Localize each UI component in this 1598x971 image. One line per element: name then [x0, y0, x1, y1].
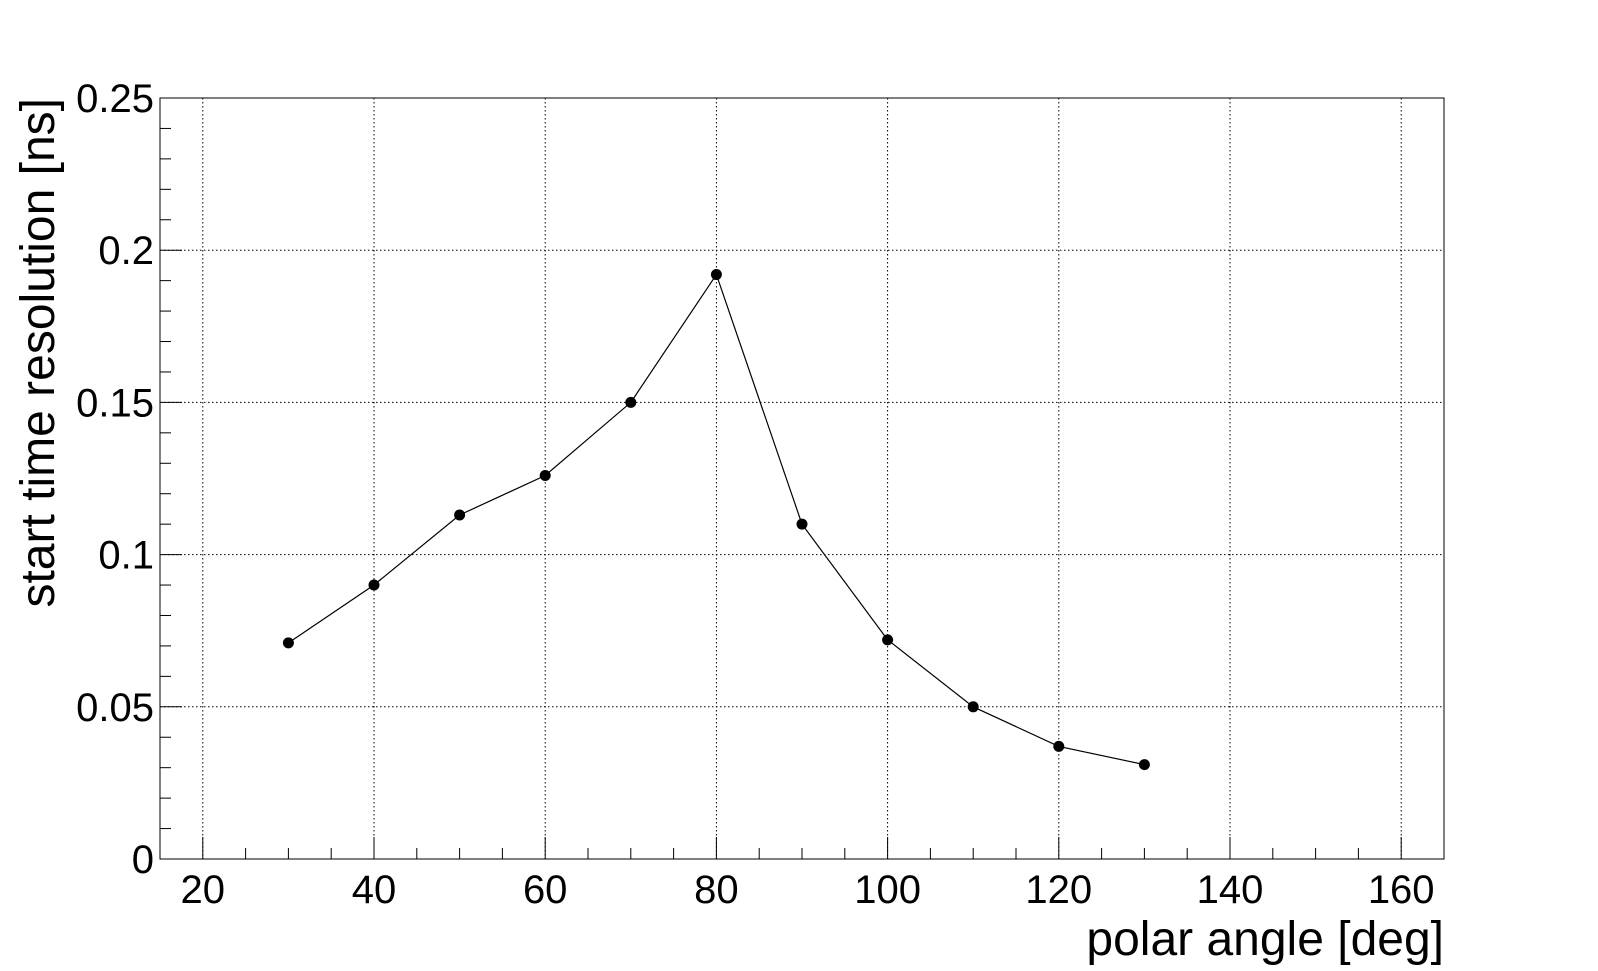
data-point — [282, 637, 294, 649]
x-tick-label: 80 — [694, 868, 739, 912]
y-tick-labels: 0 0.05 0.1 0.15 0.2 0.25 — [76, 77, 154, 882]
y-axis-title: start time resolution [ns] — [12, 98, 65, 608]
data-point — [368, 579, 380, 591]
x-tick-label: 40 — [352, 868, 397, 912]
x-tick-labels: 20 40 60 80 100 120 140 160 — [181, 868, 1435, 912]
x-tick-label: 120 — [1025, 868, 1092, 912]
y-tick-label: 0.05 — [76, 686, 154, 730]
y-tick-label: 0.15 — [76, 381, 154, 425]
x-axis-title: polar angle [deg] — [1086, 913, 1444, 966]
data-point — [796, 518, 808, 530]
data-point — [1138, 759, 1150, 771]
series — [282, 269, 1150, 771]
y-tick-label: 0.1 — [98, 534, 154, 578]
data-point — [882, 634, 894, 646]
y-tick-label: 0 — [132, 838, 154, 882]
data-point — [710, 269, 722, 281]
x-tick-label: 140 — [1197, 868, 1264, 912]
data-point — [454, 509, 466, 521]
data-point — [625, 396, 637, 408]
y-tick-label: 0.2 — [98, 229, 154, 273]
x-tick-label: 20 — [181, 868, 226, 912]
data-point — [1053, 740, 1065, 752]
data-point — [967, 701, 979, 713]
x-tick-label: 160 — [1368, 868, 1435, 912]
x-tick-label: 100 — [854, 868, 921, 912]
plot-frame — [159, 97, 1445, 860]
y-tick-label: 0.25 — [76, 77, 154, 121]
data-point — [539, 469, 551, 481]
axis-ticks — [159, 97, 1445, 860]
x-tick-label: 60 — [523, 868, 568, 912]
